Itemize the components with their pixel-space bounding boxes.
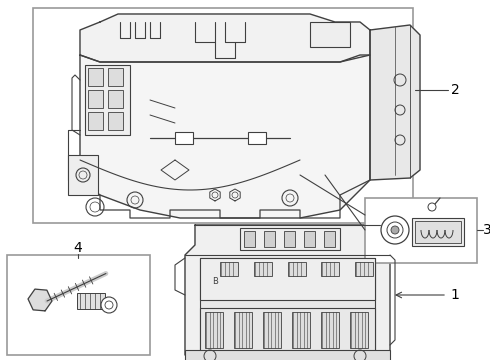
Circle shape — [101, 297, 117, 313]
Bar — [175, 132, 193, 144]
Text: 2: 2 — [451, 83, 460, 97]
Bar — [244, 231, 255, 247]
Bar — [321, 312, 339, 348]
Text: 1: 1 — [451, 288, 460, 302]
Bar — [412, 218, 464, 246]
Bar — [220, 262, 238, 276]
Bar — [284, 231, 295, 247]
Circle shape — [391, 226, 399, 234]
Bar — [108, 112, 123, 130]
Bar — [88, 68, 103, 86]
Bar — [254, 262, 272, 276]
Bar — [234, 312, 252, 348]
Circle shape — [428, 203, 436, 211]
Bar — [7, 255, 150, 355]
Bar — [88, 90, 103, 108]
Bar — [77, 293, 105, 309]
Bar — [185, 350, 390, 360]
Bar — [240, 228, 340, 250]
Bar — [324, 231, 335, 247]
Polygon shape — [185, 225, 390, 360]
Bar — [292, 312, 310, 348]
Bar — [365, 198, 477, 263]
Bar — [248, 132, 266, 144]
Bar — [108, 90, 123, 108]
Bar — [310, 22, 350, 47]
Bar — [263, 312, 281, 348]
Bar — [355, 262, 373, 276]
Bar — [321, 262, 339, 276]
Bar — [200, 308, 375, 353]
Bar — [288, 262, 305, 276]
Bar — [108, 68, 123, 86]
Polygon shape — [370, 25, 420, 180]
Bar — [264, 231, 275, 247]
Bar — [304, 231, 315, 247]
Bar — [200, 258, 375, 300]
Bar — [68, 155, 98, 195]
Bar — [33, 8, 413, 223]
Bar — [85, 65, 130, 135]
Bar — [350, 312, 368, 348]
Bar — [88, 112, 103, 130]
Polygon shape — [28, 289, 52, 311]
Text: 3: 3 — [483, 223, 490, 237]
Text: 4: 4 — [74, 241, 82, 255]
Bar — [415, 221, 461, 243]
Bar — [200, 258, 375, 353]
Polygon shape — [80, 55, 370, 218]
Bar — [205, 312, 223, 348]
Polygon shape — [80, 14, 370, 62]
Text: B: B — [212, 278, 218, 287]
